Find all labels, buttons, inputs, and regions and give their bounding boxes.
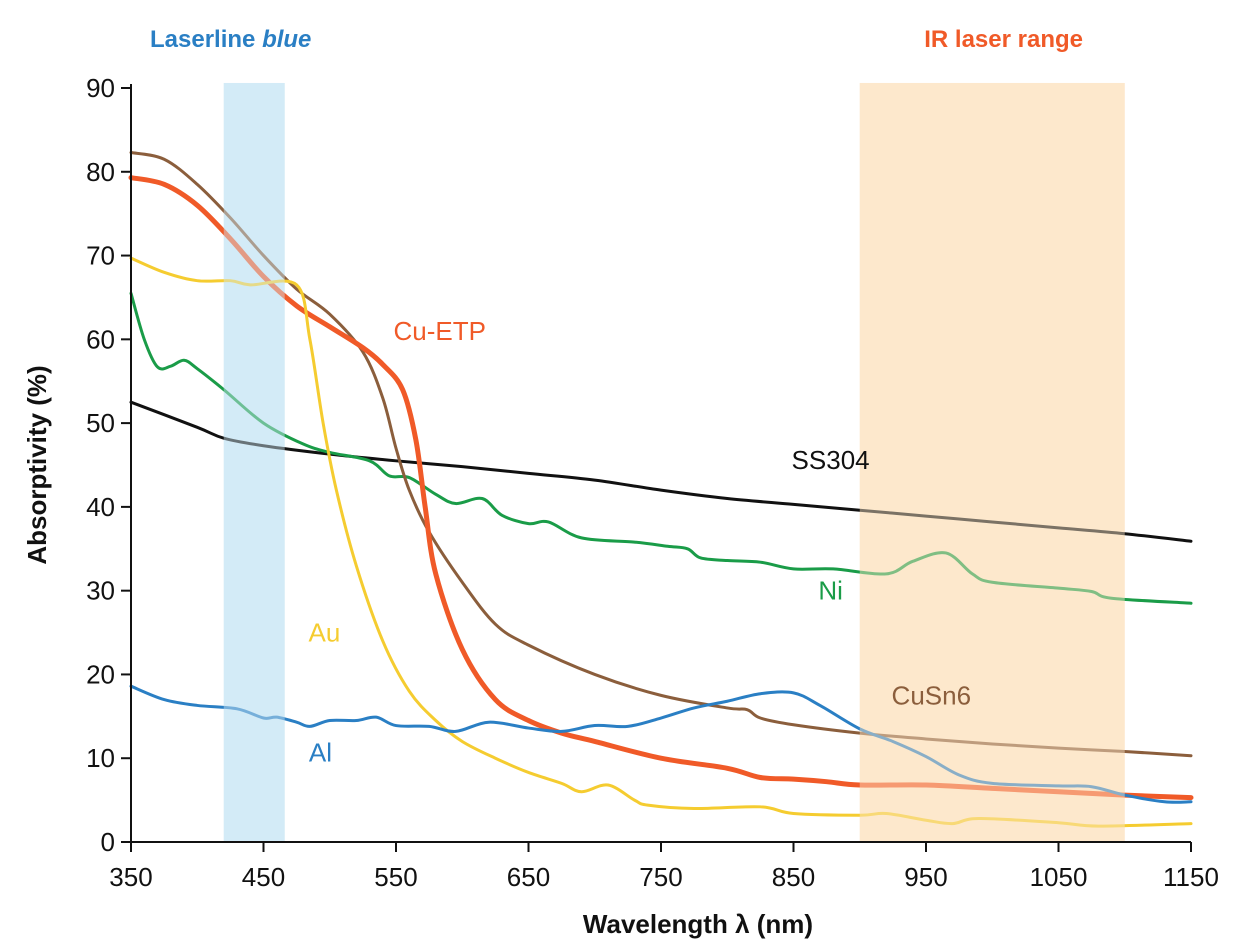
- x-tick-label: 350: [109, 862, 152, 892]
- y-tick-label: 10: [86, 743, 115, 773]
- band-label: Laserline blue: [150, 26, 311, 53]
- series-line-au: [129, 256, 1193, 828]
- y-tick-label: 30: [86, 576, 115, 606]
- x-tick-label: 550: [374, 862, 417, 892]
- x-tick-label: 450: [242, 862, 285, 892]
- y-tick-label: 70: [86, 241, 115, 271]
- y-tick-label: 40: [86, 492, 115, 522]
- series-label-ni: Ni: [818, 576, 843, 606]
- series-line-al: [129, 684, 1193, 804]
- x-tick-label: 1050: [1030, 862, 1088, 892]
- series-label-cu-etp: Cu-ETP: [393, 316, 485, 346]
- x-tick-label: 850: [772, 862, 815, 892]
- y-tick-label: 50: [86, 408, 115, 438]
- y-tick-label: 90: [86, 73, 115, 103]
- x-tick-label: 650: [507, 862, 550, 892]
- x-tick-label: 950: [904, 862, 947, 892]
- y-axis-title: Absorptivity (%): [22, 365, 52, 564]
- band-overlay: [859, 82, 1125, 843]
- series-line-cu-etp: [128, 175, 1194, 801]
- y-tick-label: 60: [86, 324, 115, 354]
- y-tick-label: 20: [86, 659, 115, 689]
- series-line-ss304: [129, 400, 1193, 543]
- series-label-au: Au: [309, 618, 341, 648]
- x-tick-label: 1150: [1163, 862, 1219, 892]
- x-tick-label: 750: [639, 862, 682, 892]
- series-line-ni: [129, 291, 1193, 605]
- band-label: IR laser range: [924, 26, 1083, 53]
- y-tick-label: 80: [86, 157, 115, 187]
- series-label-cusn6: CuSn6: [892, 680, 972, 710]
- x-axis-title: Wavelength λ (nm): [583, 909, 813, 939]
- series-line-cusn6: [129, 151, 1193, 758]
- band-region: [859, 82, 1125, 843]
- band-overlay: [223, 82, 285, 843]
- y-tick-label: 0: [101, 827, 115, 857]
- series-label-ss304: SS304: [792, 445, 870, 475]
- series-label-al: Al: [309, 737, 332, 767]
